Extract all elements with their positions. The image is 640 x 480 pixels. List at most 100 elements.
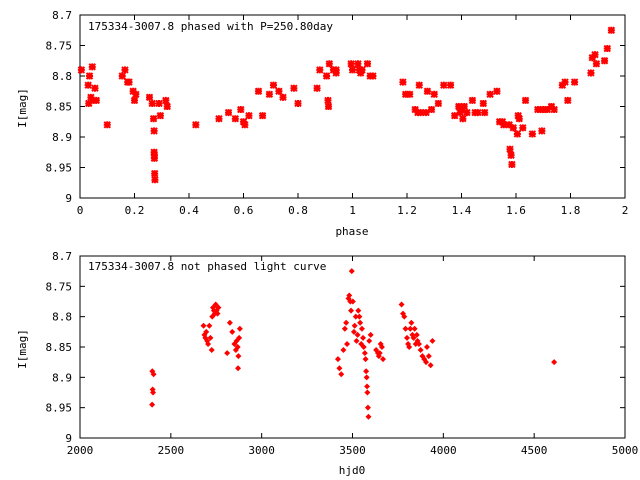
data-point [360, 344, 367, 350]
y-tick-label: 8.85 [46, 341, 73, 354]
data-point [290, 84, 298, 92]
y-tick-label: 8.85 [46, 101, 73, 114]
data-point [92, 96, 101, 105]
data-point [363, 60, 372, 68]
data-point [245, 111, 253, 120]
data-point [332, 66, 340, 74]
data-point [239, 118, 248, 126]
data-point [88, 63, 96, 71]
data-point [402, 325, 409, 332]
data-point [419, 353, 426, 360]
data-point [425, 353, 432, 360]
data-point [367, 331, 374, 338]
data-point [150, 389, 157, 396]
data-point [406, 344, 413, 350]
data-point [427, 362, 434, 369]
data-point [551, 359, 558, 366]
data-point [231, 114, 240, 123]
data-point [423, 87, 432, 95]
data-point [294, 99, 302, 108]
data-point [85, 99, 93, 108]
data-point [340, 347, 347, 354]
data-point [416, 340, 422, 347]
data-point [550, 105, 558, 114]
y-tick-label: 8.9 [52, 371, 72, 384]
x-tick-label: 4500 [521, 444, 548, 457]
data-point [207, 334, 214, 341]
x-tick-label: 0.8 [288, 204, 308, 217]
data-point [354, 331, 361, 338]
y-tick-label: 8.7 [52, 250, 72, 263]
y-tick-label: 8.7 [52, 9, 72, 22]
data-point [322, 72, 331, 80]
data-point [118, 72, 126, 80]
data-point [440, 81, 448, 89]
data-point [587, 69, 595, 77]
data-point [344, 340, 351, 347]
data-point [325, 60, 334, 68]
data-point [226, 319, 233, 326]
data-point [85, 72, 94, 80]
data-point [364, 383, 371, 390]
data-point [369, 72, 377, 80]
data-point [204, 337, 211, 344]
data-point [365, 413, 372, 420]
data-point [401, 90, 410, 99]
data-point [479, 99, 488, 108]
data-point [415, 81, 423, 89]
data-point [422, 108, 430, 117]
y-axis-label: I[mag] [16, 88, 29, 128]
data-point [416, 108, 425, 117]
data-points [149, 268, 558, 420]
data-point [411, 325, 418, 332]
x-tick-label: 1.4 [452, 204, 472, 217]
x-tick-label: 2500 [158, 444, 185, 457]
data-point [149, 401, 156, 408]
chart-title: 175334-3007.8 phased with P=250.80day [88, 20, 333, 33]
data-point [347, 60, 355, 68]
x-axis-label: hjd0 [339, 464, 366, 477]
x-tick-label: 1.6 [506, 204, 526, 217]
data-point [361, 350, 368, 357]
y-axis-label: I[mag] [16, 329, 29, 369]
x-tick-label: 5000 [612, 444, 639, 457]
data-point [357, 319, 364, 326]
data-point [338, 371, 345, 378]
y-tick-label: 8.75 [46, 40, 73, 53]
data-point [232, 347, 239, 354]
y-tick-label: 8.95 [46, 402, 73, 415]
data-point [358, 66, 366, 74]
data-point [528, 130, 537, 138]
data-point [366, 337, 373, 344]
data-point [150, 371, 157, 378]
x-tick-label: 2 [622, 204, 629, 217]
data-point [121, 66, 129, 74]
data-point [275, 87, 283, 95]
data-point [214, 310, 221, 317]
phased-light-curve-panel: 175334-3007.8 phased with P=250.80day ph… [16, 9, 628, 238]
x-axis-label: phase [335, 225, 368, 238]
data-point [348, 307, 355, 314]
data-point [353, 337, 360, 344]
data-point [498, 118, 507, 126]
data-point [324, 102, 333, 111]
data-point [155, 99, 163, 108]
data-point [150, 154, 159, 163]
axis-ticks: 0 0.2 0.4 0.6 0.8 1 1.2 1.4 1.6 1.8 2 8.7 8.75 8.8 8.8… [46, 9, 629, 217]
data-point [380, 356, 387, 363]
data-point [570, 78, 579, 86]
data-point [132, 90, 140, 99]
data-point [404, 334, 410, 341]
data-point [348, 66, 357, 74]
data-point [149, 114, 158, 123]
data-point [348, 268, 355, 275]
data-point [434, 99, 443, 108]
data-point [456, 108, 464, 117]
unphased-light-curve-panel: 175334-3007.8 not phased light curve hjd… [16, 250, 638, 477]
data-point [405, 340, 412, 347]
data-point [206, 322, 213, 329]
data-point [354, 60, 362, 68]
data-point [234, 344, 241, 350]
data-point [363, 374, 370, 381]
